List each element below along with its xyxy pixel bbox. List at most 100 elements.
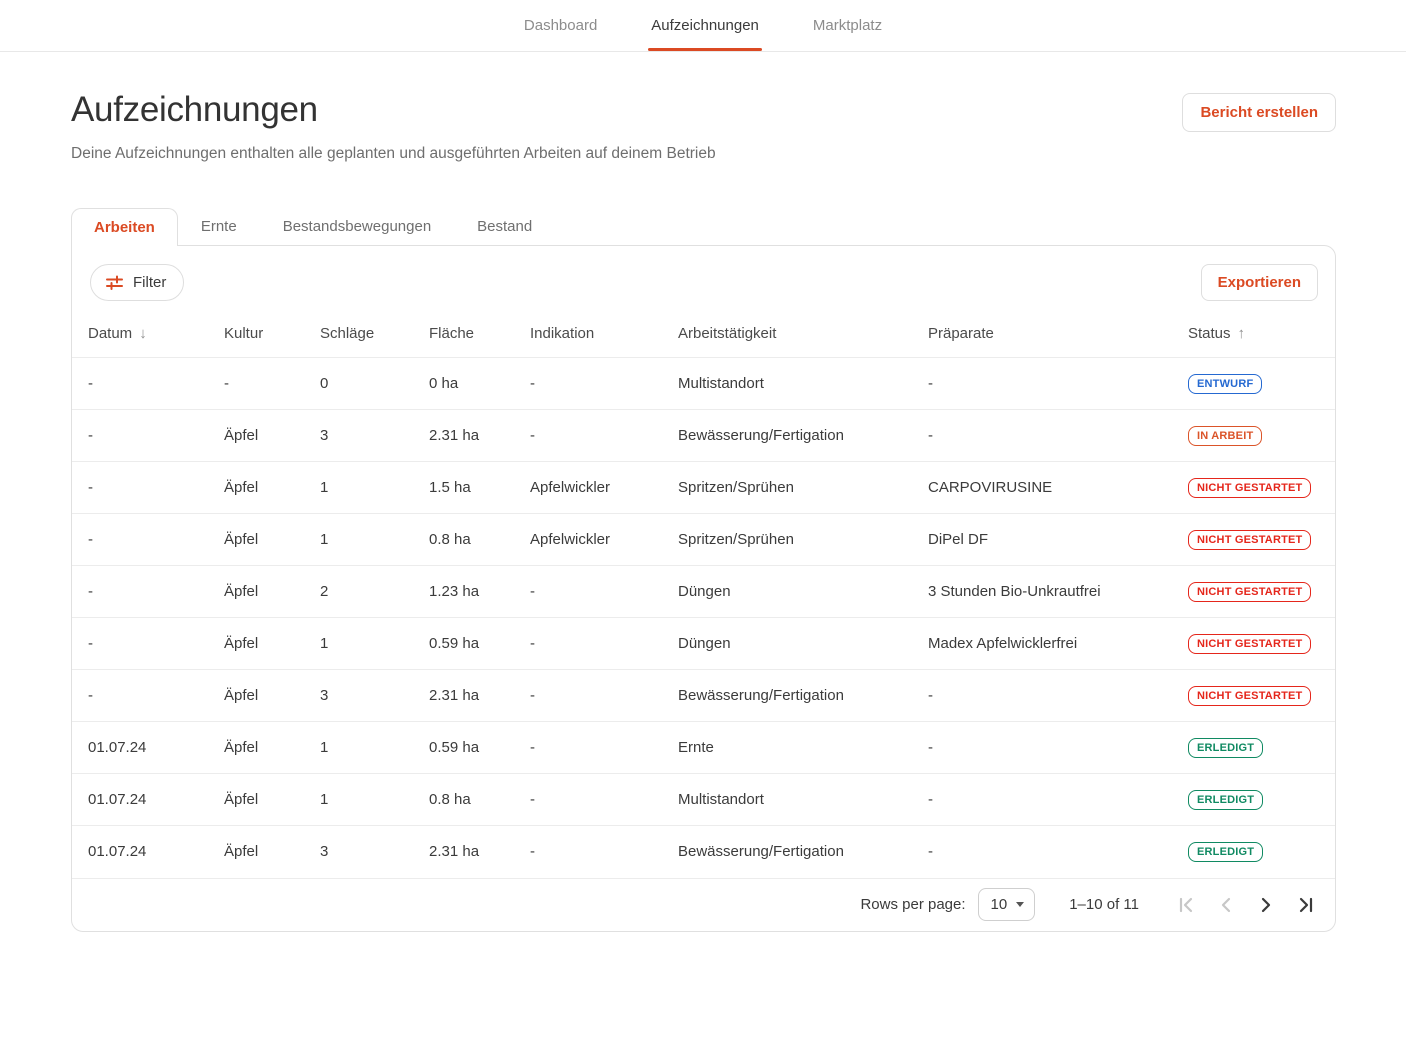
cell-flaeche: 2.31 ha [413,825,514,878]
cell-arbeit: Bewässerung/Fertigation [662,669,912,722]
first-page-icon [1174,893,1198,917]
cell-flaeche: 0 ha [413,357,514,410]
status-badge: ERLEDIGT [1188,737,1264,758]
nav-item-dashboard[interactable]: Dashboard [523,17,598,34]
create-report-button[interactable]: Bericht erstellen [1182,93,1336,132]
cell-indikation: - [514,617,662,670]
tab-bestandsbewegungen[interactable]: Bestandsbewegungen [282,218,432,235]
cell-flaeche: 0.59 ha [413,617,514,670]
cell-status: ERLEDIGT [1172,773,1335,826]
cell-datum: - [72,565,208,618]
cell-kultur: Äpfel [208,461,304,514]
nav-item-marktplatz[interactable]: Marktplatz [812,17,883,34]
cell-schlaege: 1 [304,461,413,514]
tab-arbeiten[interactable]: Arbeiten [71,208,178,246]
cell-arbeit: Ernte [662,721,912,774]
cell-datum: - [72,461,208,514]
column-label: Datum [88,325,133,342]
cell-datum: - [72,513,208,566]
cell-indikation: - [514,721,662,774]
table-row[interactable]: - Äpfel 1 0.8 ha Apfelwickler Spritzen/Sprühe… [72,513,1335,566]
previous-page-button[interactable] [1211,890,1241,920]
status-badge: NICHT GESTARTET [1188,477,1312,498]
cell-kultur: Äpfel [208,825,304,878]
records-panel: Filter Exportieren Datum ↓ Kultur Schläge Fl… [71,245,1336,932]
cell-arbeit: Spritzen/Sprühen [662,513,912,566]
cell-praeparate: 3 Stunden Bio-Unkrautfrei [912,565,1172,618]
arrow-up-icon: ↑ [1237,325,1246,342]
column-header-flaeche[interactable]: Fläche [413,311,514,358]
next-page-button[interactable] [1251,890,1281,920]
cell-flaeche: 0.8 ha [413,513,514,566]
table-row[interactable]: 01.07.24 Äpfel 3 2.31 ha - Bewässerung/Fertig… [72,825,1335,878]
status-badge: ERLEDIGT [1188,841,1264,862]
cell-schlaege: 1 [304,513,413,566]
table-row[interactable]: 01.07.24 Äpfel 1 0.59 ha - Ernte - ERLEDIGT [72,721,1335,774]
column-header-praeparate[interactable]: Präparate [912,311,1172,358]
cell-kultur: Äpfel [208,513,304,566]
rows-per-page-label: Rows per page: [860,896,966,913]
cell-flaeche: 0.8 ha [413,773,514,826]
table-row[interactable]: 01.07.24 Äpfel 1 0.8 ha - Multistandort - ERLED… [72,773,1335,826]
cell-praeparate: - [912,721,1172,774]
last-page-icon [1294,893,1318,917]
cell-status: ENTWURF [1172,357,1335,410]
cell-flaeche: 2.31 ha [413,669,514,722]
cell-datum: - [72,357,208,410]
filter-button[interactable]: Filter [90,264,185,301]
page-content: Aufzeichnungen Deine Aufzeichnungen enth… [0,52,1406,932]
cell-status: ERLEDIGT [1172,825,1335,878]
cell-indikation: Apfelwickler [514,513,662,566]
cell-indikation: - [514,669,662,722]
top-navigation: Dashboard Aufzeichnungen Marktplatz [0,0,1406,52]
cell-flaeche: 0.59 ha [413,721,514,774]
column-header-arbeit[interactable]: Arbeitstätigkeit [662,311,912,358]
cell-datum: 01.07.24 [72,773,208,826]
tab-bestand[interactable]: Bestand [477,218,533,235]
cell-praeparate: - [912,409,1172,462]
rows-per-page-value: 10 [990,896,1008,913]
first-page-button[interactable] [1171,890,1201,920]
export-button[interactable]: Exportieren [1200,264,1318,301]
cell-datum: 01.07.24 [72,825,208,878]
cell-status: NICHT GESTARTET [1172,565,1335,618]
cell-arbeit: Düngen [662,617,912,670]
cell-status: NICHT GESTARTET [1172,669,1335,722]
table-head-row: Datum ↓ Kultur Schläge Fläche Indikation Arbei… [72,311,1335,358]
arrow-down-icon: ↓ [139,325,147,342]
table-row[interactable]: - Äpfel 1 1.5 ha Apfelwickler Spritzen/Sprühe… [72,461,1335,514]
cell-datum: - [72,669,208,722]
column-label: Indikation [530,325,595,342]
table-head: Datum ↓ Kultur Schläge Fläche Indikation Arbei… [72,311,1335,358]
status-badge: ENTWURF [1188,373,1263,394]
chevron-left-icon [1214,893,1238,917]
column-header-datum[interactable]: Datum ↓ [72,311,208,358]
tab-ernte[interactable]: Ernte [200,218,237,235]
table-row[interactable]: - Äpfel 2 1.23 ha - Düngen 3 Stunden Bio-Unkra… [72,565,1335,618]
table-row[interactable]: - Äpfel 1 0.59 ha - Düngen Madex Apfelwicklerf… [72,617,1335,670]
table-toolbar: Filter Exportieren [72,246,1335,311]
pagination-bar: Rows per page: 10 1–10 of 11 [72,877,1335,931]
column-label: Kultur [224,325,264,342]
cell-status: NICHT GESTARTET [1172,617,1335,670]
column-header-kultur[interactable]: Kultur [208,311,304,358]
column-header-schlaege[interactable]: Schläge [304,311,413,358]
cell-flaeche: 1.5 ha [413,461,514,514]
column-label: Status [1188,325,1231,342]
table-row[interactable]: - Äpfel 3 2.31 ha - Bewässerung/Fertigation - I… [72,409,1335,462]
rows-per-page-select[interactable]: 10 [977,888,1036,921]
column-header-status[interactable]: Status ↑ [1172,311,1335,358]
page-header-text: Aufzeichnungen Deine Aufzeichnungen enth… [71,52,716,163]
column-header-indikation[interactable]: Indikation [514,311,662,358]
cell-praeparate: DiPel DF [912,513,1172,566]
column-label: Arbeitstätigkeit [678,325,777,342]
status-badge: ERLEDIGT [1188,789,1264,810]
cell-indikation: - [514,409,662,462]
nav-item-aufzeichnungen[interactable]: Aufzeichnungen [648,0,762,51]
last-page-button[interactable] [1291,890,1321,920]
table-row[interactable]: - Äpfel 3 2.31 ha - Bewässerung/Fertigation - N… [72,669,1335,722]
cell-schlaege: 0 [304,357,413,410]
status-badge: NICHT GESTARTET [1188,581,1312,602]
